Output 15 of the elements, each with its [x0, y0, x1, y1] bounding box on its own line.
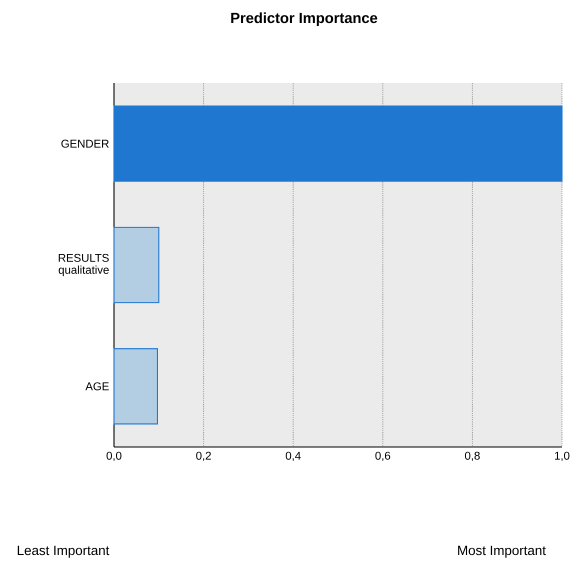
y-tick-label: GENDER: [61, 140, 109, 148]
chart-title: Predictor Importance: [231, 12, 378, 26]
text: Most Important: [458, 546, 546, 558]
x-tick-label: 0,0: [106, 452, 122, 462]
bar: [113, 106, 563, 182]
x-tick-label: 0,8: [464, 452, 480, 462]
x-tick-label: 0,2: [196, 452, 211, 462]
text: Least Important: [18, 546, 110, 558]
x-tick-label: 0,6: [375, 452, 390, 462]
x-tick-label: 0,4: [286, 452, 301, 462]
x-tick-label: 1,0: [554, 452, 570, 462]
y-tick-label: AGE: [85, 382, 109, 390]
bar: [113, 348, 158, 424]
bar: [113, 226, 160, 304]
y-tick-label: RESULTS qualitative: [58, 254, 109, 276]
